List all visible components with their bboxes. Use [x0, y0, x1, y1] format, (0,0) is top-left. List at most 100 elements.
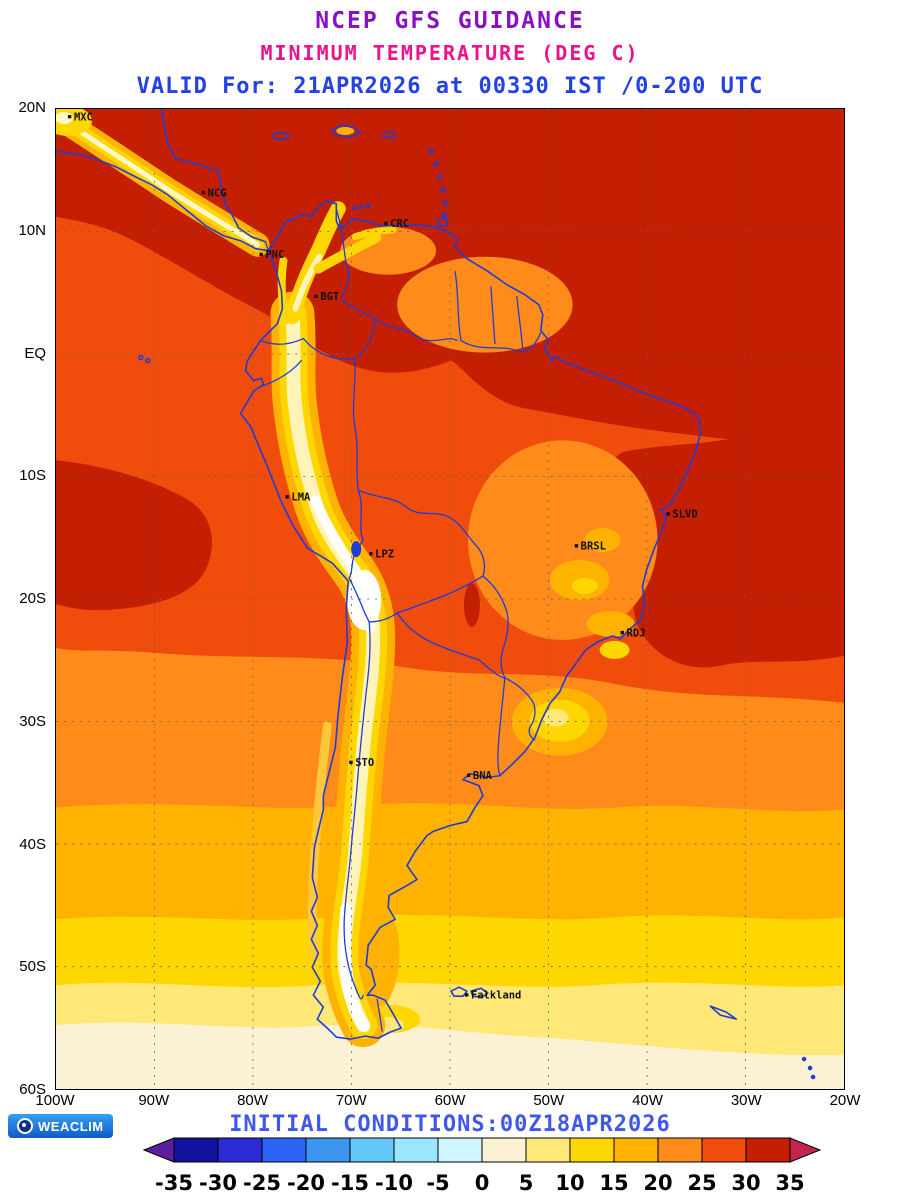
page-title: NCEP GFS GUIDANCE	[315, 8, 585, 34]
colorbar-segment	[393, 1137, 439, 1163]
colorbar-segment	[437, 1137, 483, 1163]
colorbar-tick-label: -5	[426, 1171, 449, 1195]
colorbar-tick-label: 10	[555, 1171, 584, 1195]
station-label: RDJ	[627, 627, 646, 639]
colorbar-segment	[173, 1137, 219, 1163]
colorbar-tick-label: 15	[599, 1171, 628, 1195]
station-marker	[464, 993, 469, 997]
station-label: SLVD	[672, 509, 697, 521]
station-label: PNC	[265, 249, 284, 261]
lat-tick-label: EQ	[24, 344, 46, 362]
station-marker	[666, 512, 670, 516]
colorbar-tick-label: 20	[643, 1171, 672, 1195]
temperature-field	[56, 109, 844, 1089]
station-marker	[285, 495, 289, 499]
station-label: LPZ	[375, 549, 394, 561]
falkland-islands	[470, 987, 489, 998]
lon-tick-label: 90W	[138, 1092, 170, 1109]
coastlines-and-borders	[56, 109, 816, 1080]
lon-tick-label: 40W	[632, 1092, 663, 1109]
colorbar-arrow-right	[789, 1137, 822, 1163]
title-block: NCEP GFS GUIDANCE MINIMUM TEMPERATURE (D…	[0, 8, 900, 99]
lake-titicaca	[351, 541, 362, 558]
lat-tick-label: 30S	[19, 712, 46, 730]
weaclim-logo[interactable]: WEACLIM	[8, 1114, 113, 1138]
colorbar-tick-label: 35	[775, 1171, 804, 1195]
lat-tick-label: 10S	[19, 467, 46, 485]
lon-tick-label: 100W	[35, 1092, 75, 1109]
lat-tick-label: 50S	[19, 958, 46, 976]
station-marker	[314, 294, 318, 299]
colorbar-tick-label: 5	[519, 1171, 534, 1195]
station-marker	[574, 544, 579, 548]
station-label: NCG	[208, 187, 227, 199]
station-marker	[384, 221, 388, 226]
lat-tick-label: 20S	[19, 590, 46, 607]
temperature-colorbar: -35 -30 -25 -20 -15 -10 -5 0 5 10 15 20 25 30 35	[142, 1137, 822, 1195]
colorbar-segment	[305, 1137, 351, 1163]
weaclim-logo-icon	[17, 1118, 33, 1134]
lon-tick-label: 50W	[533, 1092, 565, 1109]
station-marker	[201, 190, 206, 195]
station-labels-layer: MXC NCG CRC PNC BGT LMA LPZ BRSL SLVD RDJ STO BNA Fa…	[67, 111, 698, 1002]
colorbar-tick-label: -30	[199, 1171, 237, 1195]
station-label: CRC	[390, 218, 409, 230]
station-label: MXC	[74, 111, 93, 123]
latitude-axis: 20N 10N EQ 10S 20S 30S 40S 50S 60S	[0, 99, 50, 1098]
station-marker	[349, 760, 353, 765]
weaclim-logo-label: WEACLIM	[38, 1118, 104, 1134]
station-marker	[67, 114, 72, 119]
andes-cold-band	[270, 201, 397, 1048]
colorbar-segment	[349, 1137, 395, 1163]
south-georgia-island	[709, 1005, 738, 1020]
lon-tick-label: 30W	[730, 1092, 762, 1109]
central-america-coastline	[56, 150, 270, 252]
weaclim-logo-icon-dot	[22, 1123, 26, 1127]
colorbar-tick-label: -20	[287, 1171, 325, 1195]
colorbar-tick-label: -15	[331, 1171, 369, 1195]
station-label: STO	[355, 757, 374, 769]
colorbar-segment	[569, 1137, 615, 1163]
initial-conditions-text: INITIAL CONDITIONS:00Z18APR2026	[229, 1112, 671, 1137]
country-borders	[259, 208, 542, 1032]
colorbar-tick-label: -25	[243, 1171, 281, 1195]
south-america-temperature-map: MXC NCG CRC PNC BGT LMA LPZ BRSL SLVD RDJ STO BNA Fa…	[56, 109, 844, 1089]
station-label: LMA	[291, 492, 311, 504]
central-america-highlands	[56, 109, 355, 257]
colorbar-segment	[525, 1137, 571, 1163]
colorbar-segment	[701, 1137, 747, 1163]
colorbar-segment	[261, 1137, 307, 1163]
colorbar-arrow-left	[142, 1137, 175, 1163]
colorbar-segment	[745, 1137, 791, 1163]
station-marker	[466, 773, 471, 778]
station-label: BGT	[320, 291, 339, 303]
lat-tick-label: 40S	[19, 835, 46, 853]
colorbar-tick-label: 0	[475, 1171, 490, 1195]
islands	[137, 124, 816, 1080]
colorbar-tick-label: 30	[731, 1171, 760, 1195]
lon-tick-label: 80W	[237, 1092, 268, 1109]
colorbar-segment	[217, 1137, 263, 1163]
colorbar-segment	[481, 1137, 527, 1163]
colorbar-tick-label: -10	[375, 1171, 413, 1195]
longitude-axis: 100W 90W 80W 70W 60W 50W 40W 30W 20W	[0, 1092, 900, 1110]
lon-tick-label: 60W	[434, 1092, 466, 1109]
south-america-coastline	[239, 200, 702, 1040]
map-frame: MXC NCG CRC PNC BGT LMA LPZ BRSL SLVD RDJ STO BNA Fa…	[55, 108, 845, 1090]
lon-tick-label: 20W	[829, 1092, 861, 1109]
colorbar-segment	[657, 1137, 703, 1163]
station-marker	[369, 552, 373, 556]
station-label: BRSL	[581, 541, 606, 553]
station-label: Falkland	[471, 990, 521, 1002]
central-america-caribbean-coastline	[159, 109, 267, 243]
colorbar-tick-label: 25	[687, 1171, 716, 1195]
lat-tick-label: 20N	[18, 99, 46, 116]
lat-tick-label: 10N	[18, 221, 46, 239]
lon-tick-label: 70W	[335, 1092, 367, 1109]
valid-time-line: VALID For: 21APR2026 at 00330 IST /0-200…	[136, 74, 764, 99]
station-label: BNA	[473, 770, 493, 782]
colorbar-segment	[613, 1137, 659, 1163]
colorbar-tick-label: -35	[155, 1171, 193, 1195]
field-subtitle: MINIMUM TEMPERATURE (DEG C)	[260, 41, 640, 65]
